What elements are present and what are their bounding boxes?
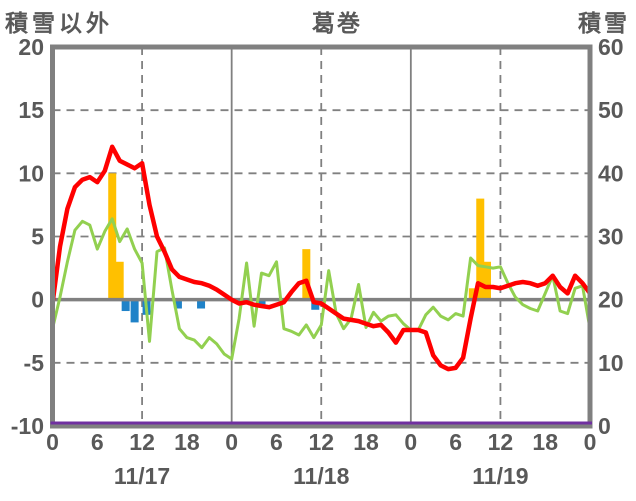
right-axis-title: 積雪: [578, 10, 630, 36]
right-axis-tick-label: 40: [598, 160, 624, 186]
x-axis-tick-label: 12: [488, 429, 514, 455]
right-axis-tick-label: 10: [598, 350, 624, 376]
chart-title: 葛巻: [312, 10, 362, 36]
x-axis-tick-label: 6: [270, 429, 283, 455]
x-axis-tick-label: 12: [308, 429, 334, 455]
date-label: 11/19: [472, 463, 528, 489]
left-axis-tick-label: -10: [11, 413, 44, 439]
x-axis-tick-label: 0: [46, 429, 59, 455]
x-axis-tick-label: 0: [584, 429, 597, 455]
green-line: [51, 217, 592, 361]
left-axis-tick-label: -5: [24, 350, 45, 376]
x-axis-tick-label: 6: [91, 429, 104, 455]
right-axis-tick-label: 20: [598, 287, 624, 313]
blue-bar: [173, 299, 182, 309]
x-axis-tick-label: 18: [353, 429, 379, 455]
orange-bar: [476, 198, 485, 300]
right-axis-tick-label: 0: [598, 413, 611, 439]
left-axis-tick-label: 20: [18, 34, 44, 60]
blue-bar: [257, 299, 266, 308]
left-axis-tick-label: 5: [31, 224, 44, 250]
date-label: 11/18: [293, 463, 349, 489]
date-label: 11/17: [114, 463, 170, 489]
right-axis-tick-label: 30: [598, 224, 624, 250]
orange-bar: [108, 173, 117, 300]
left-axis-tick-label: 10: [18, 160, 44, 186]
x-axis-tick-label: 18: [174, 429, 200, 455]
x-axis-tick-label: 0: [225, 429, 238, 455]
orange-bar: [468, 288, 477, 300]
orange-bar: [482, 261, 491, 300]
left-axis-title: 積雪以外: [5, 10, 113, 36]
left-axis-tick-label: 15: [18, 97, 44, 123]
right-axis-tick-label: 60: [598, 34, 624, 60]
orange-bar: [115, 261, 124, 300]
x-axis-tick-label: 12: [129, 429, 155, 455]
x-axis-tick-label: 18: [532, 429, 558, 455]
left-axis-tick-label: 0: [31, 287, 44, 313]
blue-bar: [121, 299, 130, 312]
red-line: [50, 144, 593, 372]
blue-bar: [197, 299, 206, 309]
right-axis-tick-label: 50: [598, 97, 624, 123]
blue-bar: [130, 299, 139, 323]
x-axis-tick-label: 6: [449, 429, 462, 455]
plot-border: [50, 44, 593, 429]
x-axis-tick-label: 0: [404, 429, 417, 455]
orange-bar: [302, 249, 311, 300]
